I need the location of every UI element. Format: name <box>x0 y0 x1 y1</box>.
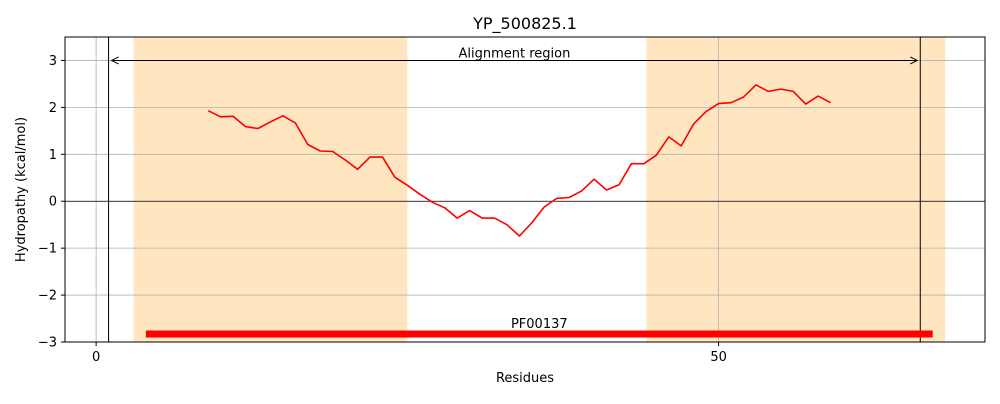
domain-label: PF00137 <box>511 317 568 332</box>
shaded-regions <box>133 37 945 342</box>
alignment-label: Alignment region <box>458 46 570 61</box>
y-tick-label: 1 <box>49 148 57 163</box>
shaded-region-1 <box>133 37 407 342</box>
y-tick-label: −3 <box>38 336 57 351</box>
x-tick-label: 50 <box>710 350 727 365</box>
x-tick-label: 0 <box>92 350 100 365</box>
y-tick-label: 0 <box>49 195 57 210</box>
shaded-region-2 <box>646 37 945 342</box>
y-tick-label: −2 <box>38 289 57 304</box>
y-tick-label: −1 <box>38 242 57 257</box>
y-tick-label: 3 <box>49 54 57 69</box>
chart-title: YP_500825.1 <box>472 14 577 34</box>
y-tick-label: 2 <box>49 101 57 116</box>
x-axis-label: Residues <box>496 371 554 386</box>
y-axis-label: Hydropathy (kcal/mol) <box>14 117 29 262</box>
